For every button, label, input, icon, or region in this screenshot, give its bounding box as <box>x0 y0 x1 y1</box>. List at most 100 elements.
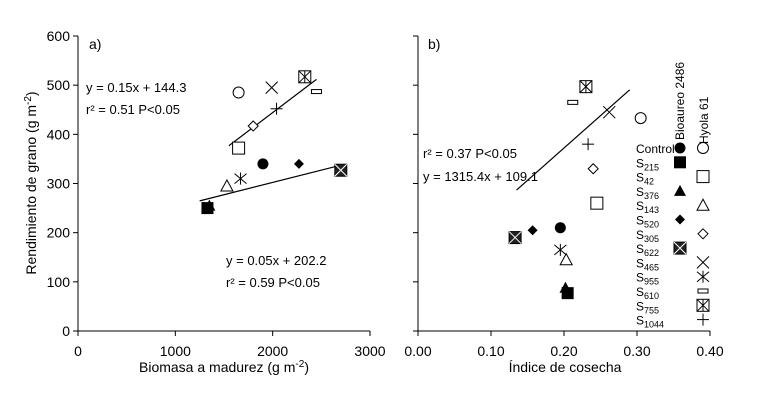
legend-row-label-main: S <box>636 214 644 228</box>
legend-row-label-main: S <box>636 242 644 256</box>
trendline <box>228 78 317 147</box>
legend-row-label-sub: 1044 <box>644 320 664 330</box>
panel-b-points <box>508 80 647 300</box>
legend-row-label: S955 <box>636 271 659 287</box>
legend-row-label-main: S <box>636 185 644 199</box>
legend-row: S143 <box>636 198 710 215</box>
x-tick-label: 3000 <box>354 343 385 359</box>
data-point <box>270 102 283 115</box>
panel-b: 0.00 0.10 0.20 0.30 0.40 b) r² = 0.37 P<0.05… <box>404 35 724 375</box>
y-tick-label: 300 <box>47 176 71 192</box>
legend-rows: ControlS215S42S376S143S520S305S622S465S9… <box>636 142 710 330</box>
legend-row-label: S1044 <box>636 314 664 330</box>
legend-row: S755 <box>636 298 710 315</box>
legend-marker <box>696 198 710 211</box>
legend-marker <box>696 170 710 184</box>
panel-a-xlabel-main: Biomasa a madurez (g m <box>139 359 295 375</box>
legend-row-label: S215 <box>636 156 659 172</box>
panel-a-annotation-hyola-eq: y = 0.15x + 144.3 <box>86 80 186 95</box>
panel-a-ylabel-main: Rendimiento de grano (g m <box>23 105 39 275</box>
x-tick-label: 0.40 <box>696 343 723 359</box>
data-point <box>293 158 304 169</box>
legend-row-label-sub: 305 <box>644 234 659 244</box>
x-tick-label: 0.30 <box>623 343 650 359</box>
y-tick-label: 200 <box>47 225 71 241</box>
legend-marker <box>696 298 710 312</box>
legend-row: S520 <box>636 214 685 230</box>
legend-marker <box>675 214 685 225</box>
panel-a-xlabel-sup: -2 <box>295 359 304 370</box>
legend-row-label-main: S <box>636 199 644 213</box>
data-point <box>247 120 259 132</box>
panel-a: 0 100 200 300 400 500 600 0 1000 2000 3000 a) y =… <box>23 28 386 375</box>
data-point <box>634 112 647 125</box>
legend-row-label-sub: 610 <box>644 291 659 301</box>
legend-header-hyola: Hyola 61 <box>697 96 711 144</box>
legend-row-label-sub: 622 <box>644 248 659 258</box>
panel-a-annotation-bio-r2: r² = 0.59 P<0.05 <box>226 275 320 290</box>
legend-row-label-main: S <box>636 314 644 328</box>
panel-a-x-ticks: 0 1000 2000 3000 <box>74 331 386 359</box>
legend-marker <box>673 241 687 255</box>
panel-a-label: a) <box>89 36 101 52</box>
panel-a-annotation-hyola-r2: r² = 0.51 P<0.05 <box>86 102 180 117</box>
legend-marker <box>674 156 686 169</box>
legend-marker <box>697 288 709 294</box>
legend-row-label: S610 <box>636 285 659 301</box>
y-tick-label: 400 <box>47 126 71 142</box>
x-tick-label: 0 <box>74 343 82 359</box>
legend-row-label: Control <box>636 142 675 156</box>
x-tick-label: 0.20 <box>550 343 577 359</box>
legend-marker <box>674 184 686 196</box>
data-point <box>602 105 616 119</box>
panel-a-points <box>201 70 348 215</box>
panel-a-ylabel-sup: -2 <box>23 96 34 105</box>
legend-header-bioaureo: Bioaureo 2486 <box>673 62 687 140</box>
legend-marker <box>696 256 710 269</box>
legend-row: S376 <box>636 184 686 201</box>
legend-row-label: S465 <box>636 256 659 272</box>
panel-b-annotation-eq: y = 1315.4x + 109.1 <box>423 169 538 184</box>
panel-a-trendlines <box>199 78 337 202</box>
data-point <box>257 158 269 170</box>
panel-b-y-ticks <box>413 35 418 332</box>
legend-row-label-sub: 520 <box>644 220 659 230</box>
panel-b-trendlines <box>516 89 631 191</box>
y-tick-label: 500 <box>47 77 71 93</box>
legend-row-label-main: S <box>636 256 644 270</box>
legend-row-label-sub: 215 <box>644 162 659 172</box>
data-point <box>554 243 567 256</box>
legend-marker <box>696 270 710 283</box>
y-tick-label: 100 <box>47 274 71 290</box>
x-tick-label: 1000 <box>160 343 191 359</box>
legend-row-label-main: Control <box>636 142 675 156</box>
legend-row-label-main: S <box>636 299 644 313</box>
x-tick-label: 0.10 <box>477 343 504 359</box>
legend-row-label-sub: 955 <box>644 277 659 287</box>
legend-row-label: S622 <box>636 242 659 258</box>
data-point <box>232 86 245 99</box>
data-point <box>232 141 246 155</box>
panel-b-x-ticks: 0.00 0.10 0.20 0.30 0.40 <box>404 331 724 359</box>
y-tick-label: 600 <box>47 28 71 44</box>
legend-row-label-sub: 143 <box>644 205 659 215</box>
legend-row: S305 <box>636 228 709 244</box>
legend-row-label-sub: 42 <box>644 177 654 187</box>
legend-row-label-sub: 465 <box>644 262 659 272</box>
legend-row: S955 <box>636 270 710 287</box>
data-point <box>334 163 348 177</box>
panel-b-xlabel: Índice de cosecha <box>509 359 622 375</box>
data-point <box>234 172 247 185</box>
legend-row: S610 <box>636 285 709 301</box>
legend-marker <box>697 228 709 240</box>
legend: Bioaureo 2486 Hyola 61 ControlS215S42S37… <box>636 62 711 330</box>
trendline <box>199 165 337 202</box>
y-tick-label: 0 <box>62 323 70 339</box>
data-point <box>554 222 566 234</box>
legend-row-label: S755 <box>636 299 659 315</box>
data-point <box>559 281 572 293</box>
legend-row: Control <box>636 142 709 156</box>
x-tick-label: 2000 <box>257 343 288 359</box>
legend-row-label: S520 <box>636 214 659 230</box>
